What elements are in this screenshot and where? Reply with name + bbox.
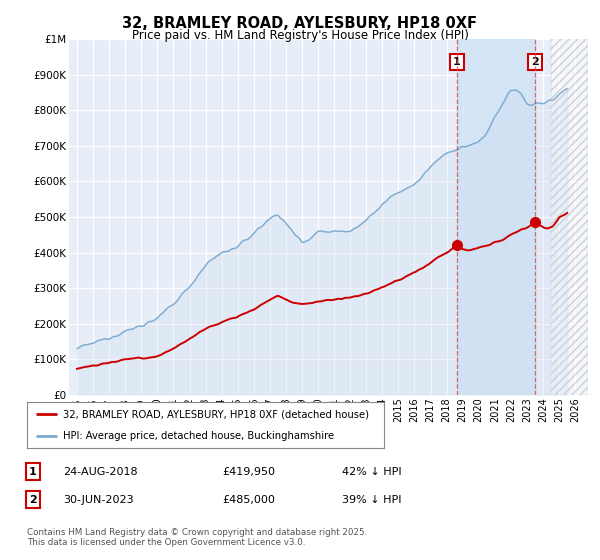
Text: £419,950: £419,950 [222,466,275,477]
Text: 1: 1 [29,466,37,477]
Text: 32, BRAMLEY ROAD, AYLESBURY, HP18 0XF (detached house): 32, BRAMLEY ROAD, AYLESBURY, HP18 0XF (d… [63,409,368,419]
Text: 24-AUG-2018: 24-AUG-2018 [63,466,137,477]
Text: 42% ↓ HPI: 42% ↓ HPI [342,466,401,477]
Text: £485,000: £485,000 [222,494,275,505]
Text: HPI: Average price, detached house, Buckinghamshire: HPI: Average price, detached house, Buck… [63,431,334,441]
Text: 1: 1 [453,57,461,67]
Text: Contains HM Land Registry data © Crown copyright and database right 2025.
This d: Contains HM Land Registry data © Crown c… [27,528,367,547]
Bar [457,39,535,395]
Text: 39% ↓ HPI: 39% ↓ HPI [342,494,401,505]
Text: 2: 2 [531,57,539,67]
Text: Price paid vs. HM Land Registry's House Price Index (HPI): Price paid vs. HM Land Registry's House … [131,29,469,42]
Text: 2: 2 [29,494,37,505]
Text: 32, BRAMLEY ROAD, AYLESBURY, HP18 0XF: 32, BRAMLEY ROAD, AYLESBURY, HP18 0XF [122,16,478,31]
Text: 30-JUN-2023: 30-JUN-2023 [63,494,134,505]
